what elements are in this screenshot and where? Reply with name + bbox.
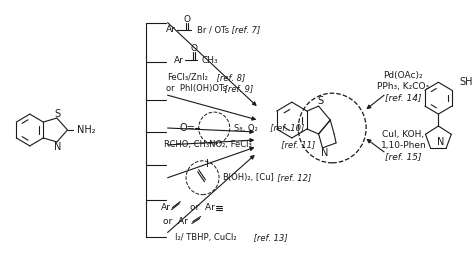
Text: O: O <box>183 15 191 24</box>
Text: [ref. 13]: [ref. 13] <box>251 233 288 242</box>
Text: S: S <box>318 96 324 106</box>
Text: [ref. 14]: [ref. 14] <box>385 93 422 102</box>
Text: FeCl₃/ZnI₂: FeCl₃/ZnI₂ <box>168 73 209 82</box>
Text: or  PhI(OH)OTs: or PhI(OH)OTs <box>166 84 227 93</box>
Text: [ref. 10]: [ref. 10] <box>264 124 304 133</box>
Text: [ref. 12]: [ref. 12] <box>273 173 312 182</box>
Text: O: O <box>191 44 197 53</box>
Text: NH₂: NH₂ <box>77 125 96 135</box>
Text: S₈, O₂: S₈, O₂ <box>234 124 257 133</box>
Text: N: N <box>437 137 444 147</box>
Text: I: I <box>206 159 209 169</box>
Text: CuI, KOH,: CuI, KOH, <box>383 131 425 139</box>
Text: [ref. 11]: [ref. 11] <box>276 140 316 150</box>
Text: N: N <box>321 148 328 158</box>
Text: O=: O= <box>179 123 195 133</box>
Text: B(OH)₂: B(OH)₂ <box>222 173 251 182</box>
Text: Br / OTs: Br / OTs <box>197 25 229 34</box>
Text: [ref. 9]: [ref. 9] <box>222 84 253 93</box>
Text: or  Ar: or Ar <box>190 203 215 212</box>
Text: S: S <box>55 109 61 119</box>
Text: 1,10-Phen: 1,10-Phen <box>381 141 426 151</box>
Text: PPh₃, K₂CO₃: PPh₃, K₂CO₃ <box>377 82 429 91</box>
Text: [ref. 15]: [ref. 15] <box>385 152 422 161</box>
Text: [ref. 8]: [ref. 8] <box>214 73 246 82</box>
Text: or  Ar: or Ar <box>163 217 188 226</box>
Text: RCHO, CH₃NO₂, FeCl₃: RCHO, CH₃NO₂, FeCl₃ <box>164 140 252 150</box>
Text: CH₃: CH₃ <box>201 56 218 65</box>
Text: Pd(OAc)₂: Pd(OAc)₂ <box>383 71 423 80</box>
Text: Ar: Ar <box>161 203 171 212</box>
Text: SH: SH <box>460 77 473 87</box>
Text: I₂/ TBHP, CuCl₂: I₂/ TBHP, CuCl₂ <box>175 233 237 242</box>
Text: N: N <box>54 142 62 152</box>
Text: , [Cu]: , [Cu] <box>248 173 274 182</box>
Text: Ar: Ar <box>173 56 183 65</box>
Text: [ref. 7]: [ref. 7] <box>229 25 260 34</box>
Text: Ar: Ar <box>166 25 175 34</box>
